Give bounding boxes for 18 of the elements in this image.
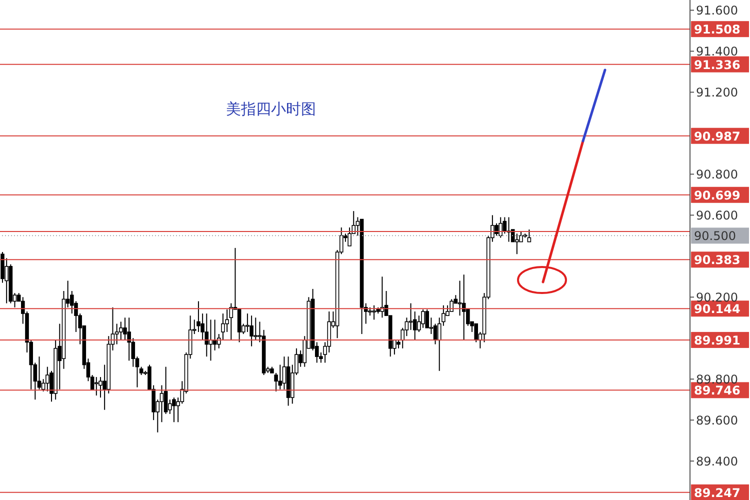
ref-line-label: 89.247 — [694, 486, 740, 500]
y-tick-label: 90.800 — [696, 167, 738, 182]
ref-line-label: 91.508 — [694, 22, 740, 37]
ref-line-label: 89.746 — [694, 384, 740, 398]
ref-line-label: 90.987 — [694, 129, 740, 144]
y-tick-label: 89.400 — [696, 454, 738, 468]
ref-line-label: 90.699 — [694, 188, 740, 202]
y-tick-label: 91.600 — [696, 4, 738, 18]
ref-line-label: 90.144 — [694, 302, 740, 316]
ref-line-label: 90.383 — [694, 253, 740, 268]
y-tick-label: 91.400 — [696, 44, 738, 58]
y-tick-label: 91.200 — [696, 85, 738, 100]
y-tick-label: 89.600 — [696, 413, 738, 428]
ref-line-label: 89.991 — [694, 333, 740, 348]
text: 美指四小时图 — [226, 100, 316, 119]
ref-line-label: 90.500 — [694, 229, 736, 244]
y-tick-label: 90.600 — [696, 208, 738, 222]
ref-line-label: 91.336 — [694, 58, 740, 72]
